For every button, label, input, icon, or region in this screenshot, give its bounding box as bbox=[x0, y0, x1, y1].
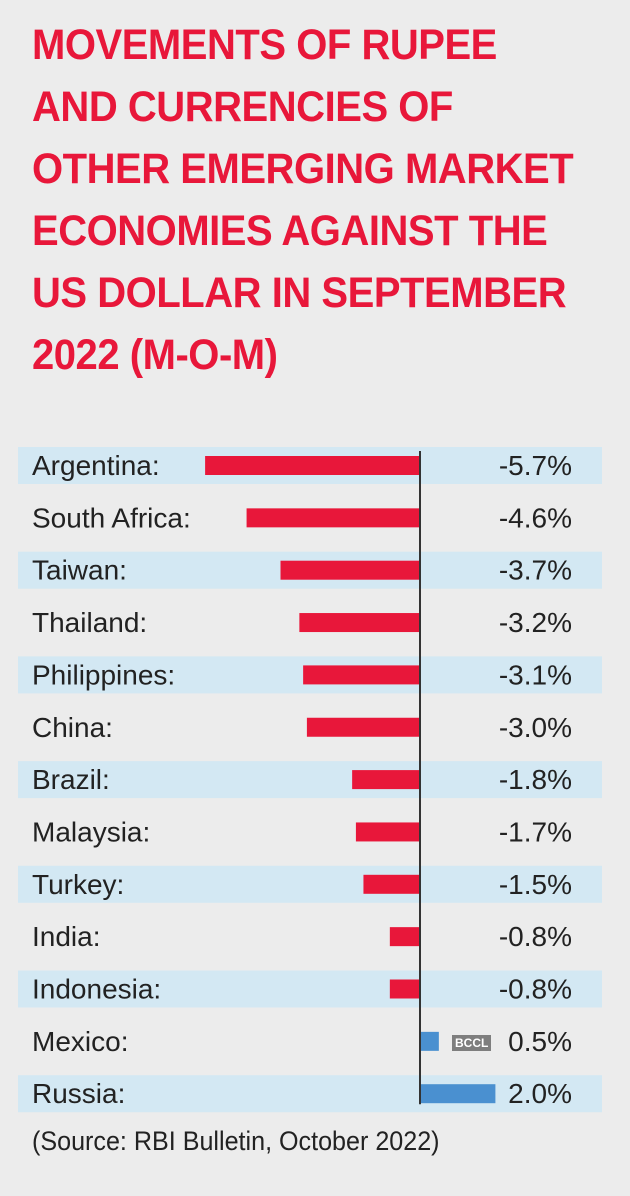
bar-indonesia bbox=[389, 979, 420, 999]
bar-brazil bbox=[352, 770, 420, 790]
data-label: -3.2% bbox=[499, 607, 572, 638]
bar-philippines bbox=[303, 665, 420, 685]
category-label: Turkey: bbox=[32, 869, 124, 900]
bar-thailand bbox=[299, 613, 420, 633]
data-label: -3.1% bbox=[499, 659, 572, 690]
data-label: -0.8% bbox=[499, 921, 572, 952]
bar-argentina bbox=[205, 456, 420, 475]
category-label: Taiwan: bbox=[32, 555, 127, 586]
bar-india bbox=[389, 927, 420, 947]
category-label: Mexico: bbox=[32, 1026, 128, 1057]
data-label: -5.7% bbox=[499, 450, 572, 481]
source-note: (Source: RBI Bulletin, October 2022) bbox=[32, 1126, 440, 1156]
category-label: Brazil: bbox=[32, 764, 110, 795]
row-band bbox=[18, 761, 602, 799]
chart-title: MOVEMENTS OF RUPEE AND CURRENCIES OF OTH… bbox=[32, 21, 574, 379]
category-label: Philippines: bbox=[32, 659, 175, 690]
row-band bbox=[18, 1075, 602, 1113]
bar-russia bbox=[420, 1084, 496, 1104]
data-label: -0.8% bbox=[499, 974, 572, 1005]
row-band bbox=[18, 970, 602, 1008]
category-label: Russia: bbox=[32, 1078, 125, 1109]
data-label: -1.5% bbox=[499, 869, 572, 900]
data-label: -1.8% bbox=[499, 764, 572, 795]
category-label: Malaysia: bbox=[32, 816, 150, 847]
bar-south-africa bbox=[246, 508, 420, 528]
bar-malaysia bbox=[355, 822, 420, 842]
row-band bbox=[18, 865, 602, 903]
data-label: 0.5% bbox=[508, 1026, 572, 1057]
watermark-logo: BCCL bbox=[452, 1035, 492, 1051]
category-label: India: bbox=[32, 921, 101, 952]
category-label: China: bbox=[32, 712, 113, 743]
data-label: -3.0% bbox=[499, 712, 572, 743]
data-label: -3.7% bbox=[499, 555, 572, 586]
bar-taiwan bbox=[280, 560, 420, 580]
data-label: -1.7% bbox=[499, 816, 572, 847]
category-label: Argentina: bbox=[32, 450, 160, 481]
category-label: Thailand: bbox=[32, 607, 147, 638]
category-label: South Africa: bbox=[32, 502, 191, 533]
data-label: -4.6% bbox=[499, 502, 572, 533]
bar-mexico bbox=[420, 1031, 439, 1051]
category-label: Indonesia: bbox=[32, 974, 161, 1005]
bar-turkey bbox=[363, 874, 420, 894]
data-label: 2.0% bbox=[508, 1078, 572, 1109]
bar-chart: Argentina: -5.7% South Africa: -4.6% Taiwan:… bbox=[18, 447, 602, 1113]
bar-china bbox=[306, 717, 420, 737]
